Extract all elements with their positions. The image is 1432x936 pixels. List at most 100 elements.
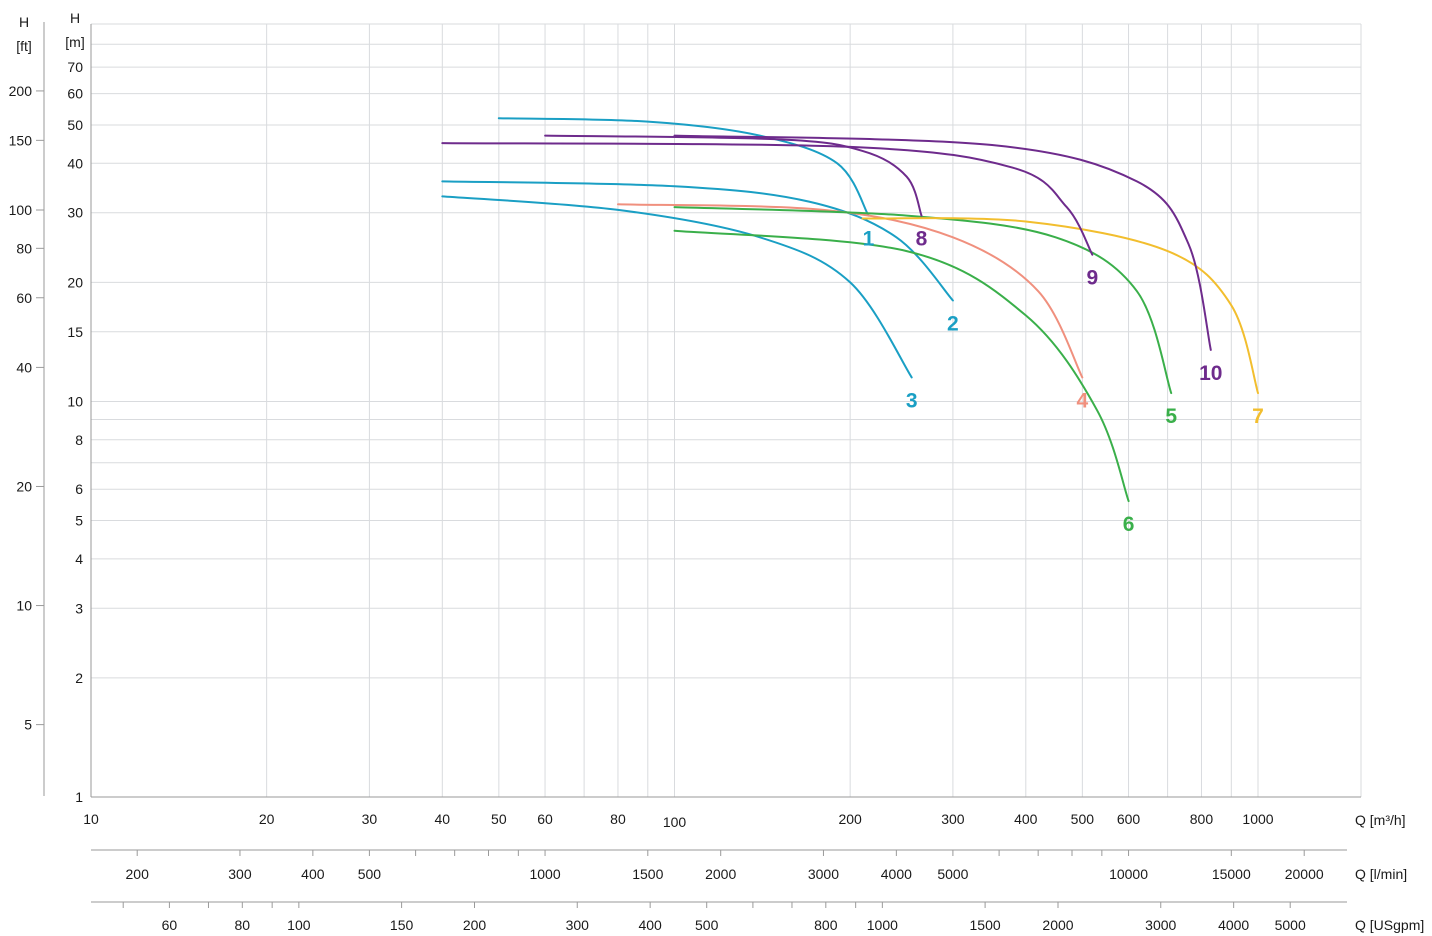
x-tick-label-lmin: 400 [301, 866, 325, 882]
x-tick-label-lmin: 300 [228, 866, 252, 882]
q-m3h-unit: Q [m³/h] [1355, 812, 1406, 828]
x-tick-label-usgpm: 1000 [867, 917, 898, 933]
curve-label-8: 8 [916, 228, 928, 251]
curve-2 [441, 180, 954, 302]
x-tick-label-m3h: 800 [1190, 811, 1214, 827]
y-tick-label-ft: 100 [9, 202, 33, 218]
x-tick-label-lmin: 2000 [705, 866, 736, 882]
h-ft-title: H [19, 14, 29, 30]
tick-labels: 1234568101520304050607051020406080100150… [9, 59, 1324, 933]
x-tick-label-usgpm: 4000 [1218, 917, 1249, 933]
curve-label-3: 3 [906, 389, 918, 412]
x-tick-label-lmin: 3000 [808, 866, 839, 882]
curve-label-10: 10 [1199, 362, 1222, 385]
h-m-unit: [m] [65, 34, 84, 50]
axes [43, 22, 1361, 903]
y-tick-label-ft: 60 [16, 290, 32, 306]
y-tick-label-m: 5 [75, 513, 83, 529]
x-tick-label-lmin: 1500 [632, 866, 663, 882]
y-tick-label-m: 6 [75, 481, 83, 497]
curve-label-4: 4 [1077, 389, 1089, 412]
x-tick-label-lmin: 20000 [1285, 866, 1324, 882]
y-tick-label-ft: 200 [9, 83, 33, 99]
x-tick-label-m3h: 20 [259, 811, 275, 827]
x-tick-label-m3h: 60 [537, 811, 553, 827]
y-tick-label-m: 20 [67, 274, 83, 290]
x-tick-label-m3h: 200 [838, 811, 862, 827]
x-tick-label-usgpm: 400 [638, 917, 662, 933]
x-tick-label-m3h: 300 [941, 811, 965, 827]
y-tick-label-m: 50 [67, 117, 83, 133]
x-tick-label-usgpm: 200 [463, 917, 487, 933]
x-tick-label-m3h: 30 [362, 811, 378, 827]
curve-label-7: 7 [1252, 405, 1264, 428]
y-tick-label-m: 70 [67, 59, 83, 75]
axis-titles: H [ft] H [m] Q [m³/h] Q [l/min] Q [USgpm… [16, 10, 1424, 933]
curve-9 [441, 142, 1094, 256]
x-tick-label-usgpm: 500 [695, 917, 719, 933]
curve-1 [497, 117, 870, 217]
y-tick-label-m: 15 [67, 324, 83, 340]
x-tick-label-m3h: 50 [491, 811, 507, 827]
x-tick-label-usgpm: 800 [814, 917, 838, 933]
x-tick-label-m3h: 1000 [1242, 811, 1273, 827]
curve-label-9: 9 [1086, 267, 1098, 290]
x-tick-label-lmin: 10000 [1109, 866, 1148, 882]
curve-8 [544, 134, 923, 217]
y-tick-label-ft: 20 [16, 478, 32, 494]
x-tick-label-usgpm: 80 [235, 917, 251, 933]
x-tick-label-m3h: 500 [1071, 811, 1095, 827]
x-tick-label-lmin: 200 [126, 866, 150, 882]
curve-5 [673, 206, 1173, 395]
curve-label-6: 6 [1123, 513, 1135, 536]
x-tick-label-lmin: 15000 [1212, 866, 1251, 882]
q-lmin-unit: Q [l/min] [1355, 866, 1407, 882]
curve-label-5: 5 [1165, 405, 1177, 428]
grid [90, 23, 1362, 798]
y-tick-label-ft: 5 [24, 717, 32, 733]
y-tick-label-ft: 150 [9, 132, 33, 148]
curve-10 [673, 134, 1212, 351]
y-tick-label-m: 8 [75, 432, 83, 448]
x-tick-label-lmin: 1000 [529, 866, 560, 882]
q-usgpm-unit: Q [USgpm] [1355, 917, 1424, 933]
y-tick-label-m: 60 [67, 86, 83, 102]
x-tick-label-usgpm: 3000 [1145, 917, 1176, 933]
x-tick-label-m3h: 400 [1014, 811, 1038, 827]
curve-4 [617, 203, 1084, 379]
x-tick-label-usgpm: 100 [287, 917, 311, 933]
y-tick-label-ft: 80 [16, 240, 32, 256]
x-tick-label-usgpm: 2000 [1042, 917, 1073, 933]
curve-labels: 1 2 3 4 5 6 7 8 9 10 [863, 228, 1264, 536]
y-tick-label-ft: 40 [16, 359, 32, 375]
x-tick-label-usgpm: 5000 [1275, 917, 1306, 933]
y-tick-label-ft: 10 [16, 598, 32, 614]
curve-6 [673, 229, 1130, 503]
x-tick-label-usgpm: 60 [162, 917, 178, 933]
curve-7 [861, 217, 1259, 395]
h-m-title: H [70, 10, 80, 26]
x-tick-label-usgpm: 150 [390, 917, 414, 933]
curve-label-2: 2 [947, 312, 959, 335]
x-tick-label-lmin: 5000 [937, 866, 968, 882]
x-tick-label-m3h: 40 [435, 811, 451, 827]
x-tick-label-m3h: 600 [1117, 811, 1141, 827]
x-tick-label-m3h: 100 [663, 814, 687, 830]
y-tick-label-m: 4 [75, 551, 83, 567]
x-tick-label-lmin: 500 [358, 866, 382, 882]
pump-curves [441, 117, 1259, 503]
x-tick-label-m3h: 10 [83, 811, 99, 827]
x-tick-label-lmin: 4000 [881, 866, 912, 882]
y-tick-label-m: 40 [67, 155, 83, 171]
curve-3 [441, 195, 913, 379]
h-ft-unit: [ft] [16, 38, 32, 54]
x-tick-label-m3h: 80 [610, 811, 626, 827]
curve-label-1: 1 [863, 228, 875, 251]
y-tick-label-m: 10 [67, 393, 83, 409]
y-tick-label-m: 30 [67, 205, 83, 221]
x-tick-label-usgpm: 300 [566, 917, 590, 933]
y-tick-label-m: 1 [75, 789, 83, 805]
y-tick-label-m: 2 [75, 670, 83, 686]
y-tick-label-m: 3 [75, 600, 83, 616]
